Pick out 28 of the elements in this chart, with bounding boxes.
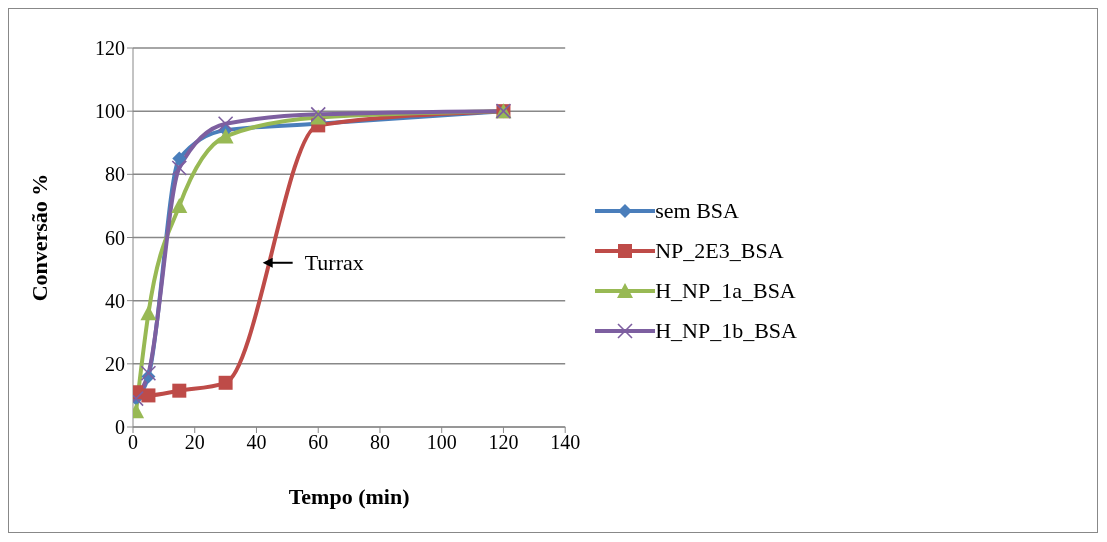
x-tick-label: 120 xyxy=(488,431,519,454)
x-axis-title: Tempo (min) xyxy=(288,484,410,509)
legend-label: H_NP_1a_BSA xyxy=(655,276,796,305)
point xyxy=(172,383,187,398)
point xyxy=(140,305,157,321)
point xyxy=(217,128,234,144)
x-tick-label: 80 xyxy=(369,431,390,454)
x-tick-label: 40 xyxy=(246,431,267,454)
x-tick-label: 20 xyxy=(184,431,205,454)
y-tick-label: 40 xyxy=(105,289,125,312)
x-tick-label: 100 xyxy=(426,431,457,454)
y-tick-label: 100 xyxy=(95,100,125,123)
legend-label: NP_2E3_BSA xyxy=(655,236,784,265)
point xyxy=(172,151,187,166)
y-tick-label: 0 xyxy=(115,416,125,439)
point xyxy=(218,375,233,390)
y-axis-title: Conversão % xyxy=(26,173,52,302)
point xyxy=(141,388,156,403)
x-tick-label: 60 xyxy=(308,431,329,454)
y-tick-label: 120 xyxy=(95,37,125,60)
legend-label: H_NP_1b_BSA xyxy=(655,316,797,345)
point xyxy=(171,197,188,213)
legend-label: sem BSA xyxy=(655,196,739,225)
y-tick-label: 60 xyxy=(105,226,125,249)
y-tick-label: 80 xyxy=(105,163,125,186)
x-tick-label: 140 xyxy=(550,431,581,454)
y-tick-label: 20 xyxy=(105,352,125,375)
annotation: Turrax xyxy=(304,249,364,275)
